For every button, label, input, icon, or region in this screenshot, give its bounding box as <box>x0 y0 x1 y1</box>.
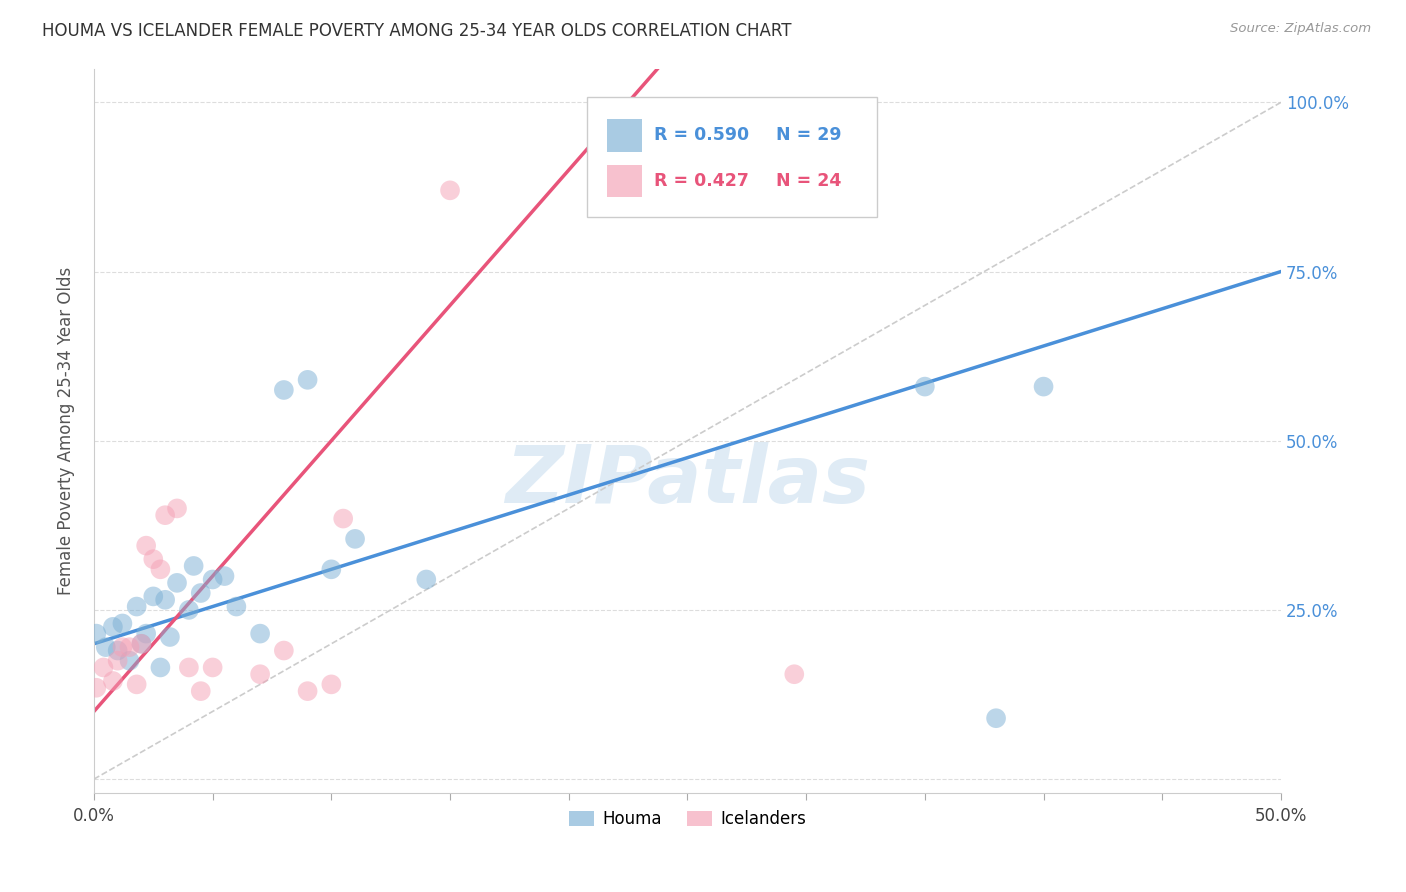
Point <box>84 681 107 695</box>
Text: ZIPatlas: ZIPatlas <box>505 442 870 520</box>
FancyBboxPatch shape <box>607 120 643 152</box>
Point <box>783 667 806 681</box>
Point <box>201 660 224 674</box>
Point <box>84 626 107 640</box>
Point <box>190 684 212 698</box>
Point <box>177 603 200 617</box>
Point <box>273 383 295 397</box>
Point <box>94 640 117 655</box>
Point <box>415 573 437 587</box>
Point <box>297 373 319 387</box>
Point <box>321 562 343 576</box>
Point <box>135 626 157 640</box>
Point <box>332 511 354 525</box>
Point <box>111 640 134 655</box>
Point <box>149 562 172 576</box>
Point <box>914 379 936 393</box>
Point <box>214 569 236 583</box>
Point <box>1032 379 1054 393</box>
Legend: Houma, Icelanders: Houma, Icelanders <box>562 804 813 835</box>
Point <box>166 575 188 590</box>
Point <box>131 637 153 651</box>
Point <box>125 677 148 691</box>
Point <box>101 673 124 688</box>
Point <box>321 677 343 691</box>
Point <box>225 599 247 614</box>
Y-axis label: Female Poverty Among 25-34 Year Olds: Female Poverty Among 25-34 Year Olds <box>58 267 75 595</box>
Point <box>93 660 115 674</box>
Point <box>249 667 271 681</box>
Point <box>135 539 157 553</box>
FancyBboxPatch shape <box>607 165 643 197</box>
Point <box>183 558 205 573</box>
Point <box>344 532 367 546</box>
Text: N = 24: N = 24 <box>776 172 842 190</box>
Point <box>249 626 271 640</box>
Text: R = 0.590: R = 0.590 <box>654 126 749 145</box>
Point <box>297 684 319 698</box>
Text: Source: ZipAtlas.com: Source: ZipAtlas.com <box>1230 22 1371 36</box>
Point <box>153 592 176 607</box>
Point <box>111 616 134 631</box>
Point <box>190 586 212 600</box>
Text: HOUMA VS ICELANDER FEMALE POVERTY AMONG 25-34 YEAR OLDS CORRELATION CHART: HOUMA VS ICELANDER FEMALE POVERTY AMONG … <box>42 22 792 40</box>
Point <box>142 590 165 604</box>
Point <box>142 552 165 566</box>
Point <box>818 116 841 130</box>
Point <box>159 630 181 644</box>
Point <box>273 643 295 657</box>
Point <box>166 501 188 516</box>
Point <box>107 643 129 657</box>
Point <box>118 640 141 655</box>
Point <box>439 183 461 197</box>
Point <box>101 620 124 634</box>
Point <box>153 508 176 523</box>
FancyBboxPatch shape <box>586 97 877 217</box>
Point <box>107 654 129 668</box>
Point <box>118 654 141 668</box>
Text: N = 29: N = 29 <box>776 126 842 145</box>
Point <box>131 637 153 651</box>
Point <box>125 599 148 614</box>
Point <box>177 660 200 674</box>
Text: R = 0.427: R = 0.427 <box>654 172 749 190</box>
Point <box>201 573 224 587</box>
Point <box>149 660 172 674</box>
Point <box>984 711 1007 725</box>
